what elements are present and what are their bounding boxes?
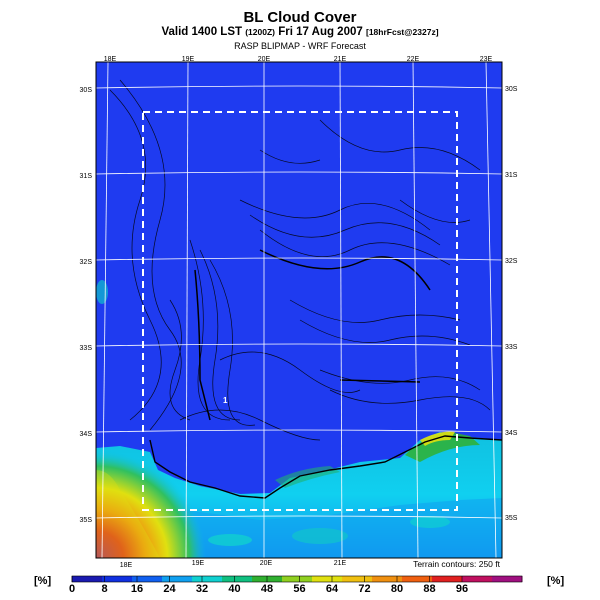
lat-lon-grid: [95, 61, 503, 559]
colorbar-swatch: [282, 576, 313, 582]
colorbar-tick-label: 16: [131, 583, 143, 595]
inner-domain-box: [142, 111, 458, 511]
colorbar-tick-label: 40: [228, 583, 240, 595]
cloud-cover-field: [96, 62, 502, 558]
colorbar-swatch: [222, 576, 253, 582]
colorbar-swatch: [342, 576, 373, 582]
top-longitude-labels: 18E 19E 20E 21E 22E 23E: [104, 56, 493, 63]
colorbar: 0 8 16 24 32 40 48 56 64 72 80 88 96: [69, 575, 523, 595]
valid-time-line: Valid 1400 LST (1200Z) Fri 17 Aug 2007 […: [0, 26, 600, 38]
colorbar-tick-label: 56: [293, 583, 305, 595]
lat-label: 32S: [80, 259, 93, 266]
colorbar-swatch: [192, 576, 223, 582]
forecast-run: [18hrFcst@2327z]: [365, 27, 439, 37]
lat-label: 31S: [505, 172, 518, 179]
colorbar-swatch: [462, 576, 493, 582]
colorbar-swatch: [312, 576, 343, 582]
utc-time: (1200Z): [245, 27, 275, 37]
colorbar-swatch: [432, 576, 463, 582]
lon-label: 18E: [104, 56, 117, 63]
colorbar-tick-label: 8: [101, 583, 107, 595]
lon-label: 18E: [120, 562, 133, 569]
lat-label: 35S: [80, 517, 93, 524]
terrain-contour-note: Terrain contours: 250 ft: [413, 559, 501, 569]
lon-label: 21E: [334, 560, 347, 567]
lat-label: 32S: [505, 258, 518, 265]
colorbar-swatch: [162, 576, 193, 582]
forecast-date: Fri 17 Aug 2007: [278, 26, 363, 38]
terrain-contours-major: [194, 249, 431, 421]
colorbar-swatch: [72, 576, 103, 582]
colorbar-swatch: [132, 576, 163, 582]
point-marker: 1: [223, 396, 228, 405]
valid-time: Valid 1400 LST: [161, 26, 243, 38]
lon-label: 23E: [480, 56, 493, 63]
colorbar-tick-label: 72: [358, 583, 370, 595]
colorbar-tick-label: 96: [456, 583, 468, 595]
source-line: RASP BLIPMAP - WRF Forecast: [234, 41, 366, 51]
chart-title: BL Cloud Cover: [243, 9, 357, 26]
terrain-contours: [109, 79, 491, 441]
lon-label: 19E: [192, 560, 205, 567]
map-frame: [95, 61, 503, 559]
lon-label: 22E: [407, 56, 420, 63]
lat-label: 30S: [505, 86, 518, 93]
colorbar-swatch: [372, 576, 403, 582]
right-latitude-labels: 30S 31S 32S 33S 34S 35S: [505, 86, 518, 522]
lon-label: 20E: [258, 56, 271, 63]
lat-label: 34S: [505, 430, 518, 437]
colorbar-swatch: [492, 576, 523, 582]
colorbar-unit-right: [%]: [547, 575, 564, 587]
colorbar-tick-label: 0: [69, 583, 75, 595]
lat-label: 35S: [505, 515, 518, 522]
colorbar-tick-label: 24: [163, 583, 176, 595]
lat-label: 34S: [80, 431, 93, 438]
lon-label: 19E: [182, 56, 195, 63]
lat-label: 33S: [505, 344, 518, 351]
colorbar-tick-label: 32: [196, 583, 208, 595]
colorbar-tick-label: 48: [261, 583, 273, 595]
lon-label: 20E: [260, 560, 273, 567]
colorbar-unit-left: [%]: [34, 575, 51, 587]
left-latitude-labels: 30S 31S 32S 33S 34S 35S: [80, 87, 93, 524]
colorbar-tick-label: 64: [326, 583, 339, 595]
colorbar-tick-label: 80: [391, 583, 403, 595]
colorbar-swatch: [102, 576, 133, 582]
colorbar-tick-label: 88: [423, 583, 435, 595]
lat-label: 33S: [80, 345, 93, 352]
lat-label: 31S: [80, 173, 93, 180]
lon-label: 21E: [334, 56, 347, 63]
colorbar-swatch: [402, 576, 433, 582]
bottom-longitude-labels: 18E 19E 20E 21E: [120, 560, 347, 569]
lat-label: 30S: [80, 87, 93, 94]
